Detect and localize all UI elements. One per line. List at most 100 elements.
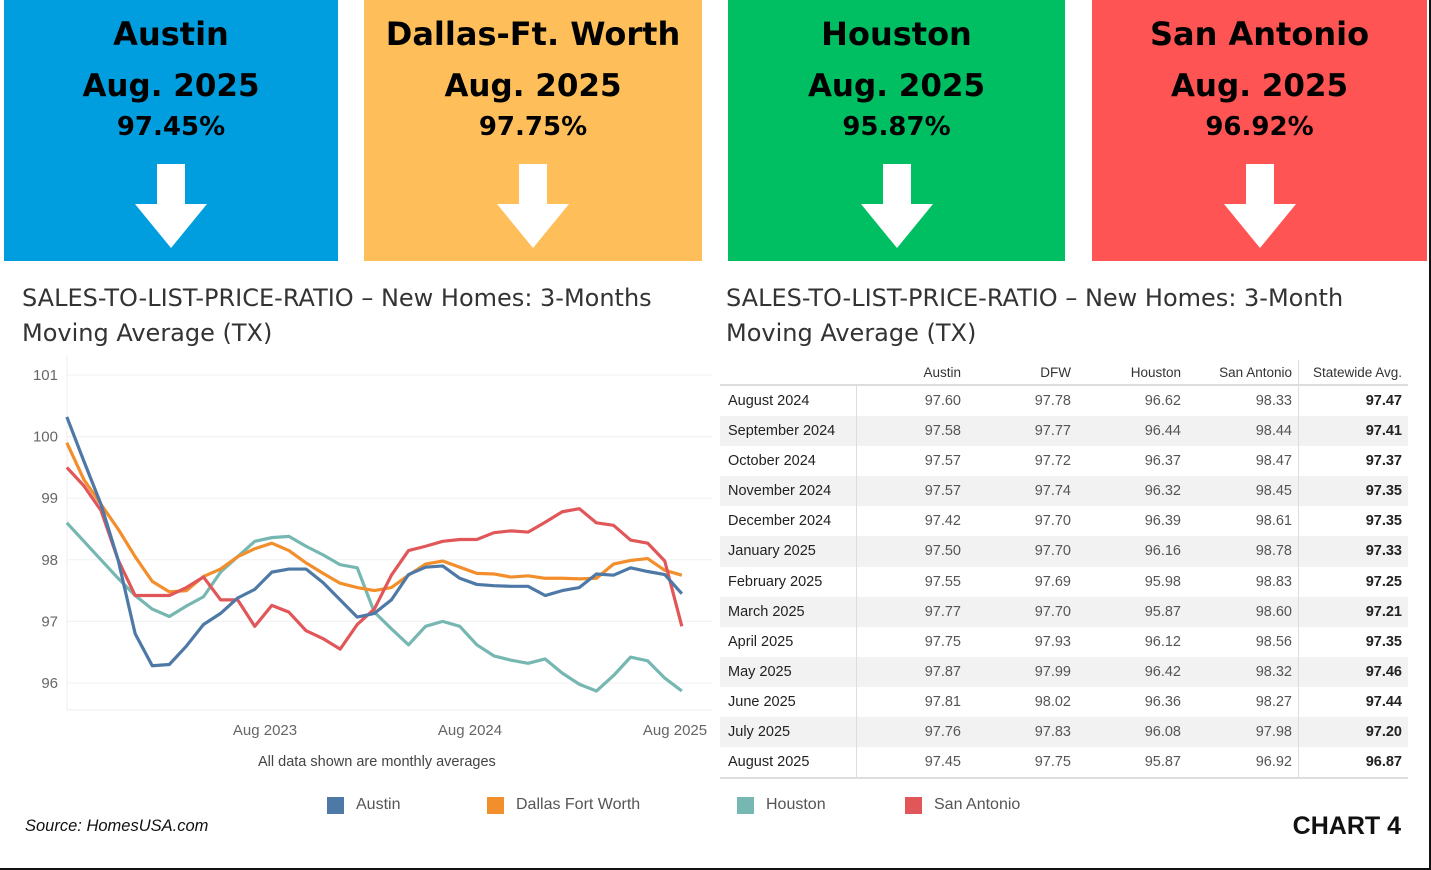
legend-item: Houston [737,796,826,814]
card-value: 97.75% [478,112,588,142]
divider [1298,360,1299,780]
table-cell: 98.02 [1034,693,1071,710]
table-cell: 96.36 [1144,693,1181,710]
row-label: February 2025 [728,573,823,590]
y-tick-label: 96 [41,675,58,692]
x-tick-label: Aug 2023 [233,722,297,739]
table-row: March 2025 97.77 97.70 95.87 98.60 97.21 [720,596,1408,627]
arrow-down-icon [497,164,569,248]
row-label: October 2024 [728,453,816,470]
column-header: Austin [923,365,961,380]
legend-item: Dallas Fort Worth [487,796,640,814]
table-cell: 97.72 [1034,453,1071,470]
table-cell: 97.55 [924,573,961,590]
x-tick-label: Aug 2025 [643,722,707,739]
row-label: August 2025 [728,754,810,771]
table-cell: 97.20 [1365,724,1402,741]
table-row: October 2024 97.57 97.72 96.37 98.47 97.37 [720,446,1408,476]
table-cell: 97.33 [1365,543,1402,560]
table-cell: 97.46 [1365,663,1402,680]
table-cell: 97.76 [924,724,961,741]
city-card: San Antonio Aug. 2025 96.92% [1092,0,1427,261]
table-cell: 97.69 [1034,573,1071,590]
table-cell: 98.83 [1255,573,1292,590]
card-value: 96.92% [1205,112,1314,142]
table-cell: 97.47 [1365,393,1402,409]
table-row: August 2024 97.60 97.78 96.62 98.33 97.47 [720,386,1408,416]
table-cell: 97.83 [1034,724,1071,741]
line-chart: 96 97 98 99 100 101 Aug 2023 Aug 2024 Aug 2025 [33,355,712,739]
y-tick-label: 101 [33,367,58,384]
left-chart-title: SALES-TO-LIST-PRICE-RATIO – New Homes: 3… [22,284,652,347]
table-cell: 98.33 [1255,393,1292,409]
legend-swatch [327,796,344,814]
arrow-down-icon [135,164,207,248]
row-label: April 2025 [728,633,794,650]
table-cell: 97.93 [1034,633,1071,650]
table-cell: 97.21 [1365,603,1402,620]
card-date: Aug. 2025 [82,68,260,104]
city-card: Dallas-Ft. Worth Aug. 2025 97.75% [364,0,702,261]
table-cell: 97.57 [924,453,961,470]
y-tick-label: 97 [41,613,58,630]
table-cell: 98.27 [1255,693,1292,710]
table-cell: 98.45 [1255,483,1292,500]
table-cell: 97.99 [1034,663,1071,680]
y-tick-label: 98 [41,552,58,569]
arrow-down-icon [860,164,933,248]
city-name: Houston [821,15,972,53]
card-value: 97.45% [116,112,226,142]
legend-label: Dallas Fort Worth [516,796,641,813]
card-value: 95.87% [842,112,951,142]
x-tick-label: Aug 2024 [438,722,502,739]
table-cell: 97.45 [924,754,961,771]
row-label: January 2025 [728,543,816,560]
table-cell: 97.25 [1365,573,1402,590]
series-line-san-antonio [65,466,684,651]
table-cell: 97.50 [924,543,961,560]
table-cell: 97.87 [924,663,961,680]
row-label: June 2025 [728,693,796,710]
row-label: March 2025 [728,603,805,620]
table-cell: 98.47 [1255,453,1292,470]
row-label: December 2024 [728,513,832,530]
city-card: Austin Aug. 2025 97.45% [4,0,338,261]
table-row: December 2024 97.42 97.70 96.39 98.61 97.35 [720,506,1408,536]
table-cell: 96.08 [1144,724,1181,741]
y-tick-label: 99 [41,490,58,507]
row-label: July 2025 [728,724,791,741]
table-cell: 97.60 [924,393,961,409]
table-cell: 98.61 [1255,513,1292,530]
card-date: Aug. 2025 [1170,68,1349,104]
table-cell: 97.75 [924,633,961,650]
card-date: Aug. 2025 [444,68,622,104]
table-cell: 97.35 [1365,633,1402,650]
table-cell: 98.78 [1255,543,1292,560]
source-text: Source: HomesUSA.com [25,817,209,835]
table-cell: 96.92 [1255,754,1292,771]
table-cell: 96.44 [1144,423,1181,440]
arrow-down-icon [1223,164,1296,248]
table-cell: 97.37 [1365,453,1402,470]
divider [856,386,857,780]
table-cell: 97.58 [924,423,961,440]
table-cell: 97.75 [1034,754,1071,771]
table-cell: 96.32 [1144,483,1181,500]
column-header: San Antonio [1219,365,1292,380]
table-cell: 98.56 [1255,633,1292,650]
table-cell: 96.37 [1144,453,1181,470]
table-cell: 97.98 [1255,724,1292,741]
legend-label: Austin [356,796,401,813]
table-row: January 2025 97.50 97.70 96.16 98.78 97.33 [720,536,1408,567]
table-cell: 97.35 [1365,513,1402,530]
y-tick-label: 100 [33,429,58,446]
table-cell: 95.87 [1144,603,1181,620]
row-label: November 2024 [728,483,832,500]
table-row: April 2025 97.75 97.93 96.12 98.56 97.35 [720,627,1408,657]
series-line-dallas-fort-worth [65,442,683,594]
chart-label: CHART 4 [1292,812,1401,840]
legend-item: Austin [327,796,400,814]
table-cell: 96.87 [1365,754,1402,771]
table-cell: 98.32 [1255,663,1292,680]
legend-item: San Antonio [905,796,1020,814]
